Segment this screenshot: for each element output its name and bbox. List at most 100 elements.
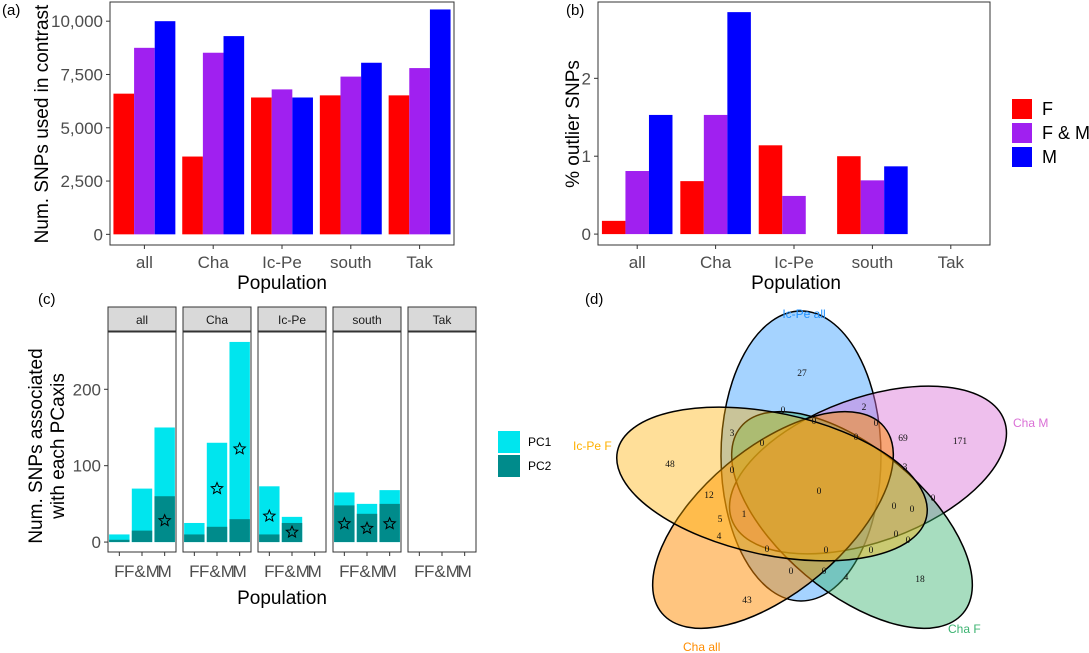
- panel-c-legend: PC1 PC2: [498, 431, 552, 477]
- venn-label-ic-pe-f: Ic-Pe F: [573, 439, 612, 453]
- significance-star-icon: [337, 516, 352, 530]
- panel-a-x-label: Population: [237, 273, 327, 294]
- venn-count: 0: [869, 546, 874, 556]
- bar-pc1: [206, 442, 228, 543]
- y-tick-label: 1: [582, 147, 591, 166]
- panel-c-x-label: Population: [237, 588, 327, 609]
- legend-label: F: [1042, 99, 1053, 119]
- bar-pc2: [109, 539, 130, 543]
- bar-all-m: [648, 114, 673, 235]
- x-tick-label: M: [233, 562, 247, 581]
- y-tick-label: 0: [582, 225, 591, 244]
- significance-star-icon: [262, 508, 277, 523]
- legend-swatch: [498, 455, 520, 477]
- panel-b-bar-chart: 0 1 2 all Cha Ic-Pe south Tak Population % out…: [563, 1, 1089, 294]
- venn-count: 18: [915, 575, 925, 585]
- x-tick-label: Ic-Pe: [774, 253, 814, 272]
- y-tick-label: 200: [73, 380, 101, 399]
- panel-label-a: (a): [2, 2, 20, 19]
- bar-cha-fm: [202, 52, 224, 235]
- bar-cha-f: [680, 181, 704, 235]
- x-tick-label: all: [136, 253, 153, 272]
- venn-count: 27: [797, 369, 807, 379]
- y-tick-label: 100: [73, 457, 101, 476]
- panel-b-y-label: % outlier SNPs: [563, 60, 584, 188]
- bar-cha-fm: [703, 114, 728, 235]
- y-tick-label: 2: [582, 69, 591, 88]
- facet-strip-label: all: [136, 313, 148, 327]
- venn-count: 0: [894, 530, 899, 540]
- panel-c-y-label-line2: with each PCaxis: [48, 373, 69, 520]
- bar-pc1: [259, 486, 280, 543]
- panel-b-x-ticks: all Cha Ic-Pe south Tak: [629, 245, 965, 272]
- x-tick-label: F&M: [124, 562, 160, 581]
- panel-c-y-label-line1: Num. SNPs associated: [26, 348, 47, 543]
- y-tick-label: 7,500: [60, 65, 103, 84]
- bar-south-fm: [860, 180, 885, 235]
- bar-tak-m: [429, 9, 451, 235]
- bar-pc2: [334, 505, 355, 543]
- x-tick-label: F&M: [274, 562, 310, 581]
- x-tick-label: all: [629, 253, 646, 272]
- venn-region-counts: 27 2 0 3 0 0 0 0 69 171 48 0 3 12 0 1 5 …: [665, 369, 967, 606]
- y-tick-label: 0: [92, 533, 101, 552]
- venn-count: 5: [718, 515, 723, 525]
- venn-count: 4: [717, 532, 722, 542]
- bar-all-fm: [134, 47, 155, 235]
- venn-count: 3: [903, 463, 908, 473]
- bar-pc2: [259, 534, 280, 543]
- x-tick-label: M: [383, 562, 397, 581]
- bar-tak-fm: [409, 68, 430, 235]
- venn-label-cha-f: Cha F: [948, 622, 981, 636]
- panel-a-y-label: Num. SNPs used in contrast: [32, 4, 53, 243]
- bar-pc2: [229, 519, 250, 543]
- bar-pc2: [356, 513, 378, 543]
- bar-pc2: [131, 530, 153, 543]
- bar-ic-pe-m: [292, 97, 313, 235]
- facet-strip: [257, 306, 327, 332]
- venn-label-cha-all: Cha all: [683, 640, 720, 653]
- bar-ic-pe-fm: [782, 195, 806, 235]
- bar-all-f: [601, 220, 626, 235]
- facet-strip-label: south: [352, 313, 381, 327]
- venn-count: 0: [817, 487, 822, 497]
- panel-b-legend: F F & M M: [1012, 99, 1089, 167]
- venn-count: 12: [704, 491, 714, 501]
- bar-all-f: [113, 93, 135, 235]
- panel-b-y-ticks: 0 1 2: [582, 69, 598, 244]
- legend-swatch: [1012, 147, 1032, 167]
- bar-pc2: [281, 522, 303, 543]
- facet-strip: [332, 306, 402, 332]
- y-tick-label: 10,000: [51, 12, 103, 31]
- x-tick-label: M: [458, 562, 472, 581]
- venn-count: 0: [910, 505, 915, 515]
- bar-cha-m: [223, 36, 245, 235]
- venn-label-ic-pe-all: Ic-Pe all: [782, 307, 825, 321]
- panel-c-y-ticks: 0 100 200: [73, 380, 108, 552]
- facet-strip-label: Cha: [206, 313, 228, 327]
- facet-strip-label: Ic-Pe: [278, 313, 306, 327]
- venn-count: 0: [906, 536, 911, 546]
- panel-a-bar-chart: 0 2,500 5,000 7,500 10,000 all Cha Ic-Pe south T…: [32, 1, 455, 294]
- significance-star-icon: [382, 516, 397, 530]
- legend-label: PC2: [528, 459, 552, 473]
- venn-count: 0: [789, 567, 794, 577]
- bar-south-f: [319, 95, 341, 235]
- facet-frame: [407, 331, 477, 553]
- venn-count: 3: [730, 429, 735, 439]
- panel-d-venn-diagram: Ic-Pe all Cha M Cha F Cha all Ic-Pe F 27…: [573, 307, 1048, 653]
- venn-set-ic-pe-f: [615, 406, 929, 562]
- venn-count: 171: [953, 437, 968, 447]
- panel-a-y-ticks: 0 2,500 5,000 7,500 10,000: [51, 12, 110, 244]
- panel-a-bars: [113, 9, 451, 235]
- bar-pc2: [379, 503, 400, 543]
- bar-pc1: [131, 488, 153, 543]
- x-tick-label: south: [852, 253, 894, 272]
- venn-count: 0: [892, 502, 897, 512]
- legend-label: PC1: [528, 435, 552, 449]
- panel-label-b: (b): [566, 2, 584, 19]
- x-tick-label: Tak: [406, 253, 433, 272]
- x-tick-label: F&M: [349, 562, 385, 581]
